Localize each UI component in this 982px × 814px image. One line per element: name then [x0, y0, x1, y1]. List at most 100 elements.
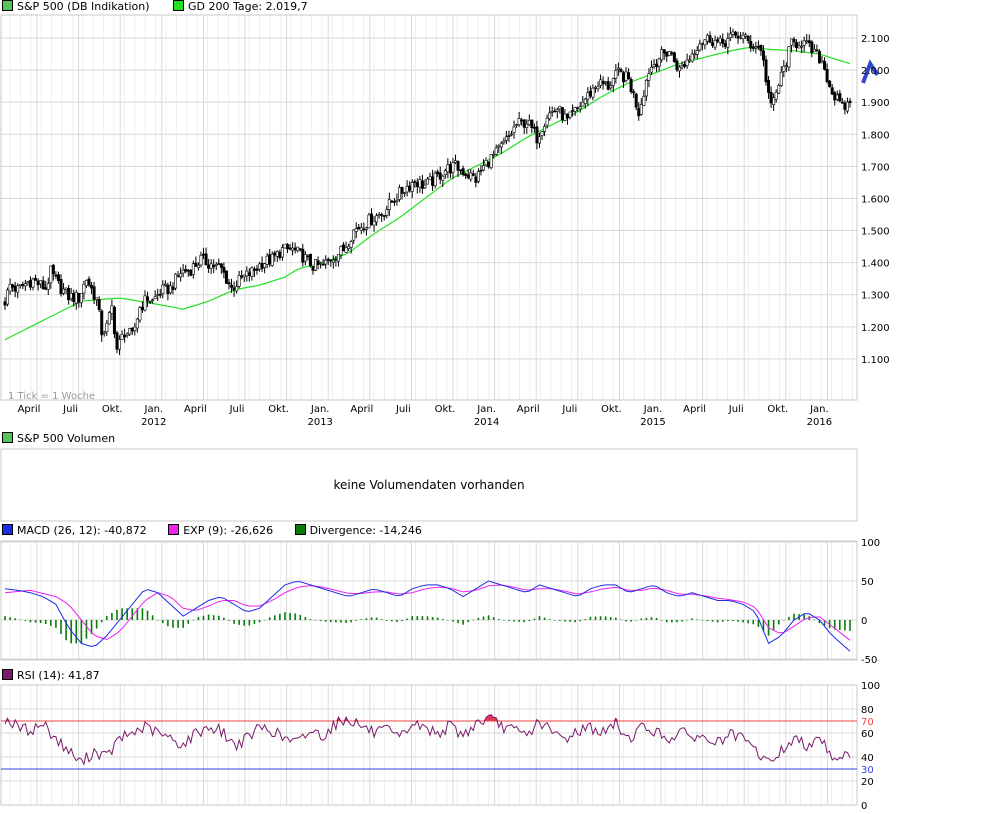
candle-body: [535, 126, 539, 144]
candle-body: [774, 91, 778, 100]
divergence-bar: [126, 608, 128, 620]
x-month-label: Jan.: [310, 404, 330, 415]
divergence-bar: [370, 617, 373, 620]
candle-body: [161, 284, 165, 294]
candle-body: [683, 63, 687, 67]
candle-body: [275, 250, 279, 257]
divergence-bar: [650, 617, 653, 620]
candle-body: [125, 333, 129, 336]
candle-body: [189, 269, 193, 276]
divergence-bar: [253, 620, 256, 624]
candle-body: [784, 65, 788, 67]
panel-frame: [0, 14, 858, 401]
candle-body: [576, 107, 580, 109]
divergence-bar: [39, 620, 42, 623]
candle-body: [265, 255, 269, 265]
price-y-tick-label: 1.600: [861, 194, 890, 205]
candle-body: [471, 173, 475, 176]
x-month-label: April: [350, 404, 373, 415]
divergence-bar: [671, 620, 673, 623]
rsi-overbought-fill: [486, 715, 489, 721]
candle-body: [599, 79, 603, 86]
candle-body: [731, 31, 735, 35]
candle-body: [387, 199, 391, 210]
candle-body: [23, 283, 27, 287]
candle-body: [105, 322, 109, 333]
candle-body: [830, 87, 834, 95]
divergence-bar: [523, 620, 526, 623]
candle-body: [700, 42, 704, 45]
candle-body: [280, 247, 284, 258]
candle-body: [219, 263, 223, 268]
candle-body: [621, 72, 625, 83]
candle-body: [476, 171, 480, 182]
divergence-bar: [116, 609, 118, 620]
macd-legend-swatch: [2, 524, 13, 535]
candle-body: [624, 71, 628, 81]
x-month-label: Juli: [728, 404, 744, 415]
signal-legend-swatch: [168, 524, 180, 535]
candle-body: [644, 80, 648, 97]
candle-body: [423, 184, 427, 188]
candle-body: [741, 34, 745, 39]
divergence-bar: [426, 616, 429, 620]
panel-frame: [0, 540, 858, 661]
candle-body: [789, 38, 793, 46]
divergence-bar: [569, 620, 571, 622]
candle-body: [118, 339, 122, 350]
divergence-bar: [691, 618, 693, 620]
candle-body: [336, 254, 340, 262]
divergence-bar: [268, 617, 271, 620]
divergence-bar: [380, 619, 383, 620]
candle-body: [448, 164, 452, 174]
axis-labels: 1.100 1.200 1.300 1.400 1.500 1.600 1.700 1.800…: [18, 34, 890, 812]
candle-body: [441, 175, 445, 181]
candle-body: [250, 267, 254, 277]
rsi-panel-marks: [1, 714, 857, 770]
divergence-legend-swatch: [294, 524, 306, 535]
x-month-label: April: [517, 404, 540, 415]
candle-body: [36, 280, 40, 286]
divergence-bar: [844, 620, 846, 631]
divergence-bar: [238, 620, 240, 625]
projection-blue-line: [861, 59, 880, 84]
candle-body: [571, 110, 575, 112]
candle-body: [176, 275, 180, 277]
candle-body: [202, 253, 206, 256]
candle-body: [469, 172, 473, 180]
projection-lines: [861, 59, 880, 84]
candle-body: [291, 247, 295, 251]
candle-body: [805, 40, 809, 43]
candle-body: [227, 282, 231, 285]
candle-body: [390, 200, 394, 203]
candle-body: [146, 296, 150, 301]
candle-body: [128, 328, 132, 335]
candle-body: [532, 127, 536, 129]
candle-body: [377, 214, 381, 216]
candle-body: [34, 278, 38, 281]
divergence-bar: [411, 616, 414, 620]
candle-body: [186, 269, 190, 272]
candle-body: [660, 49, 664, 61]
divergence-bar: [620, 619, 622, 621]
divergence-bar: [594, 616, 597, 620]
x-month-label: Juli: [229, 404, 245, 415]
rsi-y-tick-label: 100: [861, 681, 880, 692]
candle-body: [703, 39, 707, 46]
candle-body: [168, 285, 172, 293]
candle-body: [817, 51, 821, 64]
divergence-bar: [421, 616, 424, 620]
candle-body: [316, 260, 320, 265]
candle-body: [110, 305, 114, 314]
candle-body: [746, 35, 750, 42]
x-year-label: 2012: [141, 417, 166, 428]
divergence-bar: [793, 613, 795, 620]
candle-body: [344, 247, 348, 253]
x-month-label: Jan.: [643, 404, 663, 415]
candle-body: [140, 306, 144, 311]
price-y-tick-label: 1.400: [861, 259, 890, 270]
price-y-tick-label: 1.100: [861, 355, 890, 366]
candle-body: [179, 273, 183, 278]
candle-body: [158, 293, 162, 296]
candle-body: [782, 65, 786, 72]
